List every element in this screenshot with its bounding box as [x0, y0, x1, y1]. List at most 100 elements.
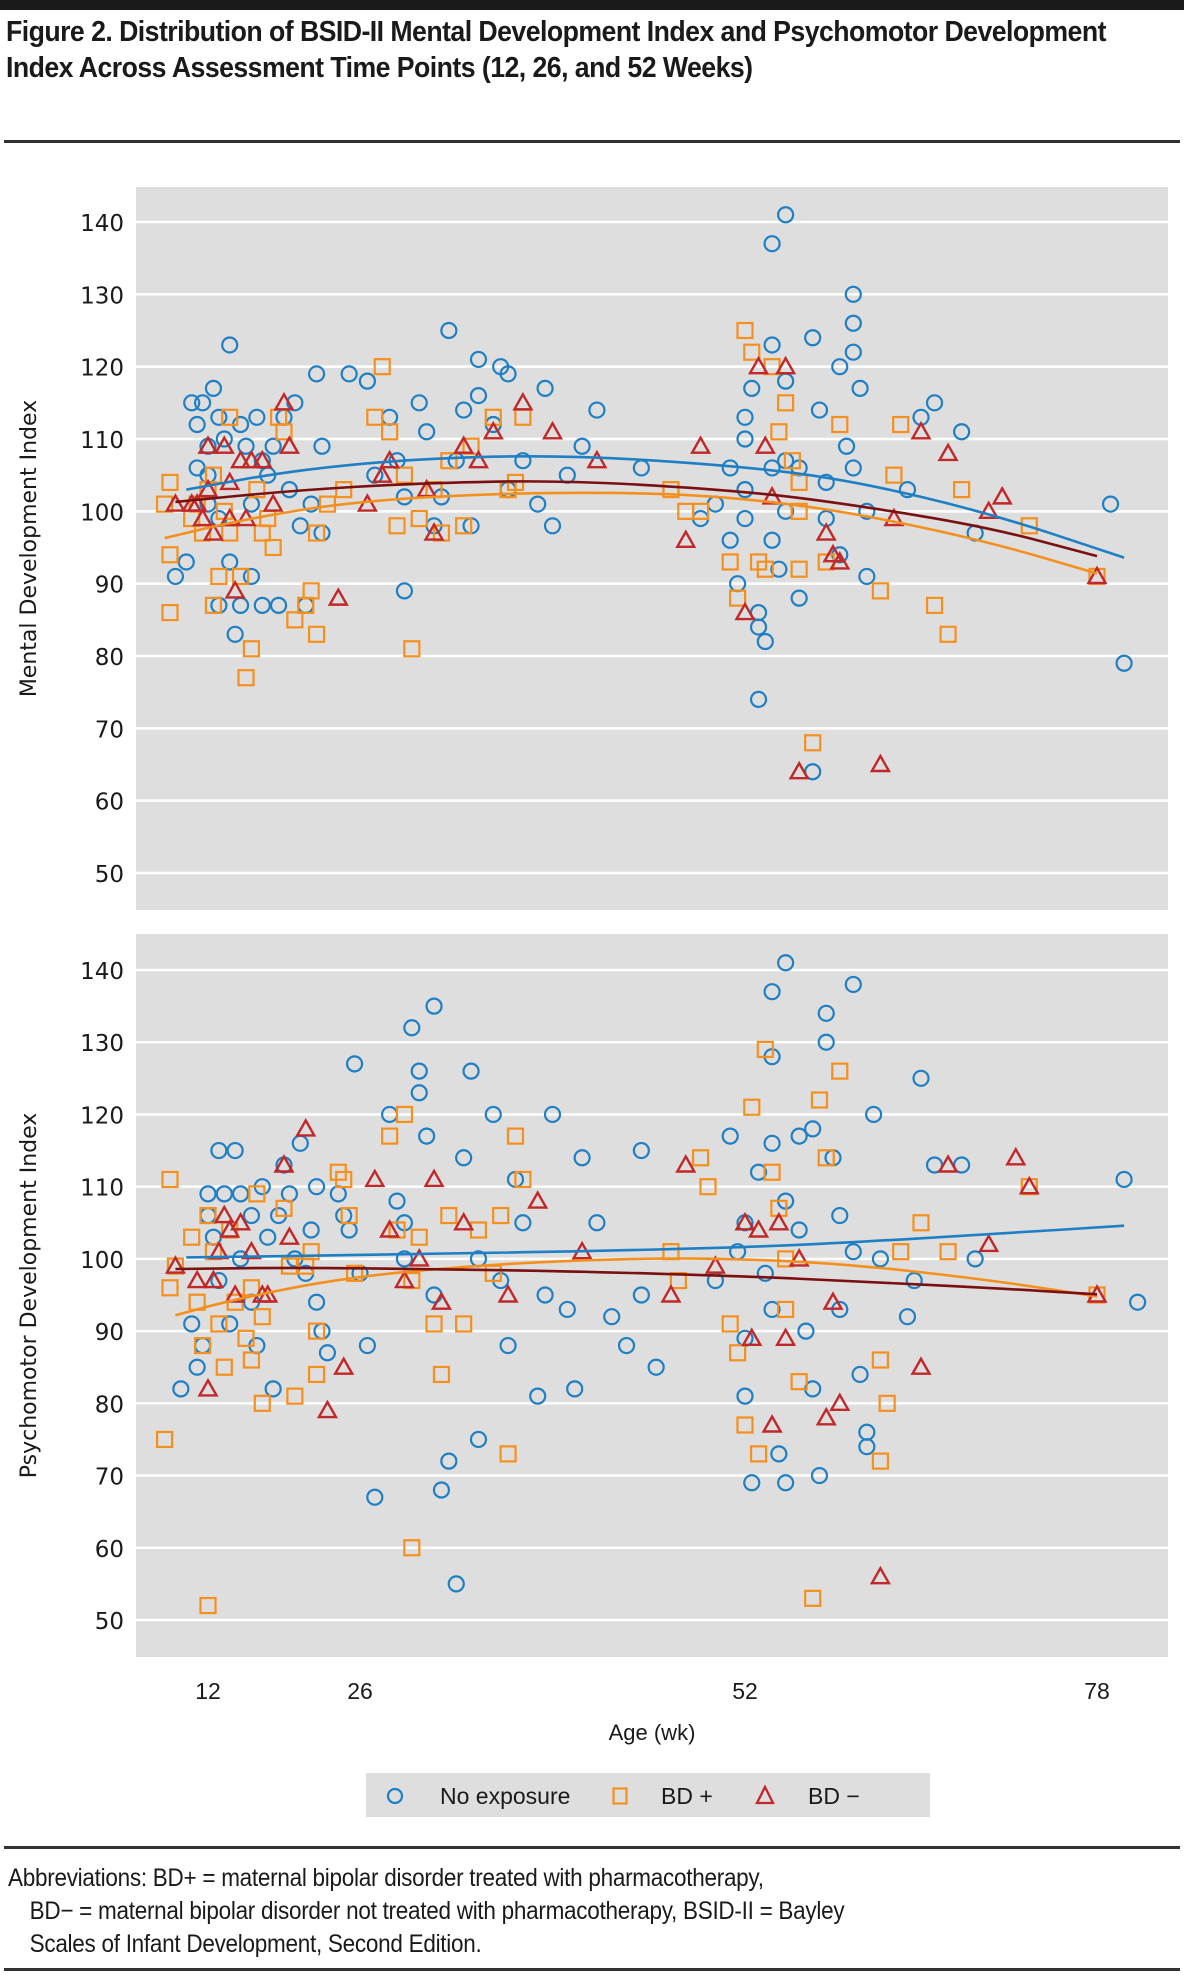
data-point-triangle [937, 1154, 959, 1173]
data-point-circle [1115, 1170, 1133, 1189]
data-point-triangle [453, 1211, 475, 1231]
x-tick-label: 26 [347, 1678, 373, 1704]
data-point-triangle [423, 1168, 445, 1188]
data-point-square [777, 1300, 795, 1319]
data-point-triangle [327, 587, 349, 606]
data-point-circle [440, 321, 458, 340]
data-point-triangle [213, 1204, 235, 1224]
data-point-square [831, 415, 849, 434]
data-point-circle [743, 1474, 761, 1492]
y-tick-label: 80 [95, 1392, 124, 1418]
data-point-triangle [197, 478, 219, 498]
data-point-circle [804, 1120, 822, 1138]
data-point-triangle [937, 442, 959, 462]
legend: No exposure BD + BD − [366, 1773, 930, 1817]
data-point-square [939, 1243, 957, 1261]
data-point-circle [749, 690, 768, 709]
data-point-circle [588, 401, 606, 419]
data-point-circle [253, 596, 271, 614]
data-point-circle [790, 1127, 808, 1145]
data-point-triangle [235, 507, 257, 527]
data-point-square [756, 1040, 774, 1059]
data-point-square [736, 1416, 754, 1434]
trend-line [186, 454, 1125, 559]
data-point-square [345, 1264, 364, 1282]
data-point-triangle [829, 1392, 851, 1412]
data-point-circle [226, 625, 244, 643]
y-tick-label: 140 [80, 211, 124, 237]
data-point-circle [302, 495, 320, 513]
data-point-triangle [761, 1414, 783, 1433]
data-point-triangle [1018, 1175, 1040, 1195]
data-point-circle [536, 1286, 554, 1304]
data-point-square [499, 1445, 517, 1463]
data-point-circle [291, 517, 309, 535]
data-point-square [804, 1589, 822, 1607]
data-point-triangle [788, 760, 810, 780]
data-point-triangle [333, 1356, 355, 1375]
data-point-square [662, 481, 680, 499]
data-point-triangle [219, 507, 241, 527]
data-point-triangle [164, 1255, 186, 1274]
data-point-circle [777, 1474, 795, 1492]
data-point-circle [790, 589, 808, 607]
data-point-square [395, 466, 414, 484]
data-point-triangle [741, 1327, 763, 1347]
footnote-line: Scales of Infant Development, Second Edi… [29, 1930, 482, 1958]
data-point-triangle [379, 1219, 401, 1238]
data-point-circle [749, 1163, 768, 1181]
data-point-square [871, 582, 889, 600]
data-point-square [777, 394, 795, 412]
data-point-square [193, 1336, 212, 1355]
data-point-square [410, 1228, 428, 1246]
data-point-circle [177, 553, 195, 571]
legend-label: No exposure [440, 1783, 570, 1809]
legend-box [366, 1773, 930, 1817]
data-point-circle [647, 1358, 665, 1376]
data-point-circle [226, 1141, 244, 1160]
data-point-circle [514, 1214, 532, 1232]
data-point-triangle [541, 420, 564, 440]
data-point-circle [469, 1430, 488, 1449]
y-tick-label: 60 [95, 1537, 124, 1563]
data-point-circle [588, 1214, 606, 1232]
data-point-square [756, 560, 774, 578]
data-point-square [307, 524, 326, 542]
data-point-square [432, 1365, 451, 1384]
data-point-circle [1115, 654, 1133, 672]
data-point-square [183, 1228, 201, 1246]
data-point-square [831, 1062, 849, 1080]
data-point-triangle [230, 1211, 252, 1231]
data-point-triangle [660, 1284, 682, 1303]
data-point-circle [777, 206, 795, 224]
data-point-circle [844, 314, 862, 332]
data-point-circle [425, 997, 443, 1015]
data-point-square [280, 1257, 299, 1275]
data-point-square [410, 509, 428, 528]
data-point-circle [858, 567, 876, 586]
data-point-circle [756, 632, 774, 651]
data-point-triangle [829, 551, 851, 570]
data-point-triangle [910, 420, 932, 440]
data-point-triangle [747, 1219, 770, 1238]
data-point-square [728, 589, 747, 607]
data-point-triangle [497, 1284, 519, 1303]
data-point-circle [837, 437, 856, 455]
data-point-circle [215, 430, 233, 448]
data-point-circle [736, 481, 754, 499]
data-point-triangle [775, 1327, 797, 1347]
data-point-circle [410, 394, 428, 412]
plot-background [136, 934, 1168, 1657]
data-point-circle [499, 1336, 517, 1355]
data-point-triangle [754, 435, 776, 454]
data-point-square [210, 567, 228, 586]
data-point-circle [307, 1178, 326, 1196]
data-point-circle [603, 1308, 621, 1326]
data-point-square [161, 546, 179, 564]
data-point-square [871, 1452, 889, 1470]
data-point-square [912, 1214, 930, 1232]
data-point-circle [242, 1206, 261, 1225]
data-point-circle [558, 1300, 576, 1319]
data-point-circle [395, 582, 414, 600]
data-point-circle [395, 1250, 414, 1268]
